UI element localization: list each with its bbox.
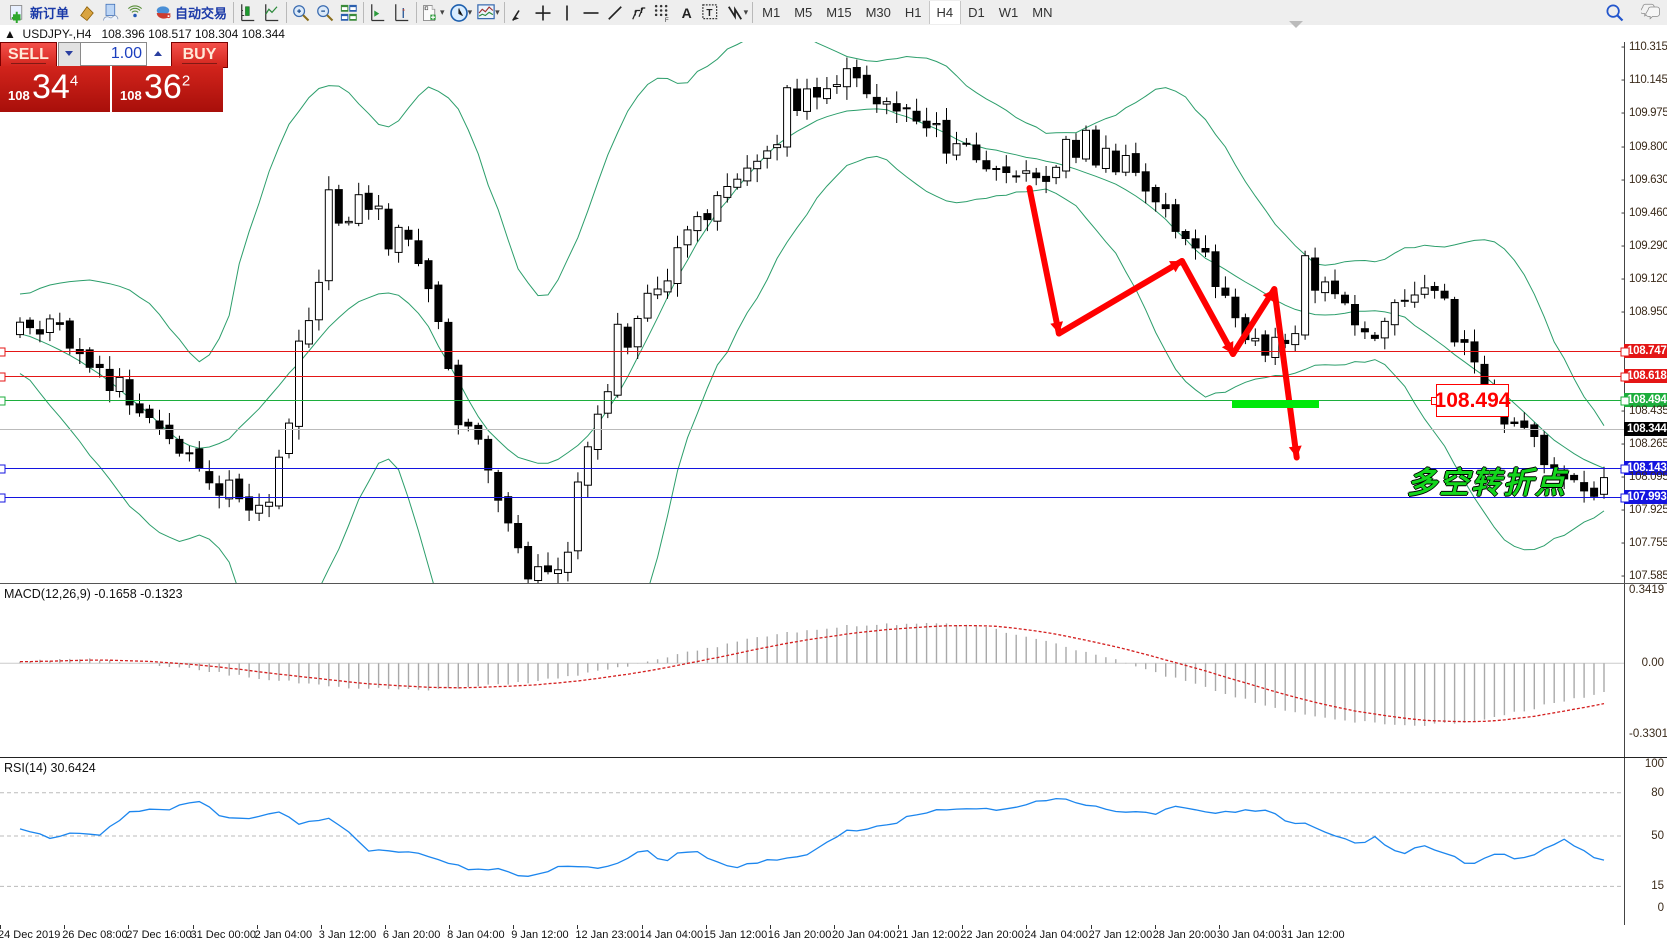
svg-text:f: f (425, 6, 426, 10)
svg-text:T: T (706, 8, 712, 19)
svg-text:F: F (665, 16, 669, 22)
